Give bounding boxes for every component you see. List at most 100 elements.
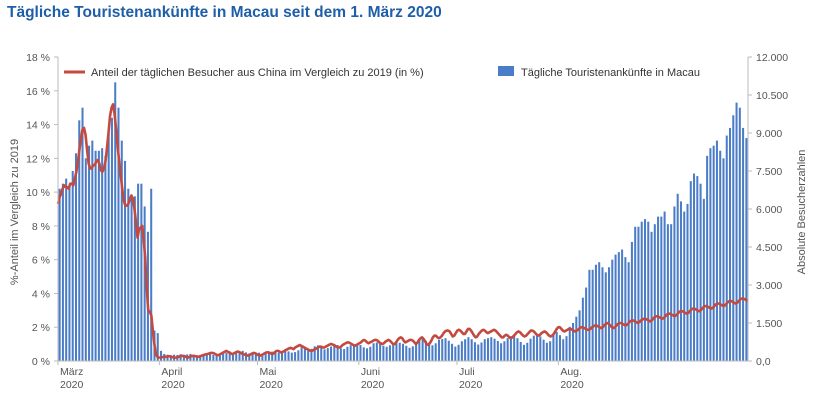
bar <box>480 342 483 361</box>
bar <box>536 334 539 361</box>
bar <box>179 354 182 361</box>
bar <box>124 160 127 361</box>
bar <box>585 287 588 361</box>
bar <box>238 351 241 361</box>
bar <box>562 339 565 361</box>
bar <box>604 272 607 361</box>
bar <box>323 349 326 361</box>
bar <box>316 345 319 361</box>
y-axis-label-left: %-Anteil im Vergleich zu 2019 <box>9 139 21 285</box>
bar <box>738 107 741 361</box>
bar <box>673 206 676 361</box>
bar <box>663 211 666 361</box>
bar <box>303 347 306 361</box>
bar <box>568 326 571 361</box>
bar <box>598 262 601 361</box>
x-tick-year: 2020 <box>560 379 584 391</box>
bar <box>683 211 686 361</box>
bar <box>693 173 696 361</box>
bar <box>719 150 722 361</box>
bar <box>650 231 653 361</box>
bar <box>493 338 496 361</box>
bar <box>490 337 493 361</box>
bar <box>676 193 679 361</box>
bar <box>470 339 473 361</box>
bar <box>444 338 447 361</box>
bar <box>71 171 74 361</box>
bar <box>500 343 503 361</box>
bar <box>156 333 159 361</box>
x-tick-month: April <box>161 366 182 378</box>
bar <box>110 117 113 361</box>
bar <box>78 120 81 361</box>
bar <box>552 334 555 361</box>
right-tick-label: 6.000 <box>756 204 782 216</box>
axes: 0 % 2 % 4 % 6 % 8 % 10 % 12 % 14 % 16 % 18 % 0,0 1.… <box>26 52 788 391</box>
bar <box>228 351 231 361</box>
right-tick-label: 3.000 <box>756 280 782 292</box>
x-tick-year: 2020 <box>361 379 385 391</box>
bar <box>356 344 359 361</box>
bar <box>532 335 535 361</box>
left-tick-label: 0 % <box>32 356 50 368</box>
bar <box>307 349 310 361</box>
bar <box>522 344 526 361</box>
right-tick-label: 9.000 <box>756 128 782 140</box>
bar <box>451 343 454 361</box>
bar <box>101 148 104 361</box>
bar <box>565 336 568 361</box>
bar <box>280 352 284 361</box>
y-axis-label-right: Absolute Besucherzahlen <box>796 150 808 275</box>
bar <box>539 336 542 361</box>
legend-label-line: Anteil der täglichen Besucher aus China … <box>91 67 424 79</box>
line-series <box>56 102 749 359</box>
bar <box>330 346 333 361</box>
bar <box>405 345 408 361</box>
bar <box>346 346 349 361</box>
bar <box>388 345 391 361</box>
left-tick-label: 16 % <box>26 86 50 98</box>
x-tick-year: 2020 <box>459 379 483 391</box>
bar <box>434 343 437 361</box>
bar <box>195 355 198 361</box>
bar <box>624 257 627 361</box>
bar <box>94 150 97 361</box>
right-tick-label: 0,0 <box>756 356 771 368</box>
bar <box>277 352 280 361</box>
bar <box>258 352 261 361</box>
bar <box>401 343 405 361</box>
bar <box>696 176 699 361</box>
bar <box>483 339 486 361</box>
bar <box>506 338 509 361</box>
bar <box>225 352 228 361</box>
bar <box>382 345 385 361</box>
bar <box>627 262 630 361</box>
bar <box>343 349 346 361</box>
bar <box>699 183 702 361</box>
bar <box>447 340 450 361</box>
bar <box>91 140 94 361</box>
bar <box>503 341 506 361</box>
bar <box>326 348 329 361</box>
right-tick-label: 7.500 <box>756 166 782 178</box>
bar <box>366 348 369 361</box>
bar <box>614 254 617 361</box>
bar <box>245 352 248 361</box>
bar <box>241 350 244 361</box>
bar <box>182 354 185 361</box>
bar <box>209 354 212 361</box>
bar <box>558 335 561 361</box>
left-tick-label: 2 % <box>32 322 50 334</box>
bar <box>395 343 398 361</box>
bar <box>362 347 365 361</box>
bar <box>496 340 499 361</box>
bar <box>594 264 597 361</box>
bar <box>114 82 117 361</box>
bar <box>545 342 548 361</box>
bar <box>418 339 421 361</box>
bar <box>310 348 313 361</box>
bar <box>294 352 297 361</box>
bar <box>679 201 682 361</box>
bar <box>411 346 414 361</box>
bar <box>653 224 656 361</box>
